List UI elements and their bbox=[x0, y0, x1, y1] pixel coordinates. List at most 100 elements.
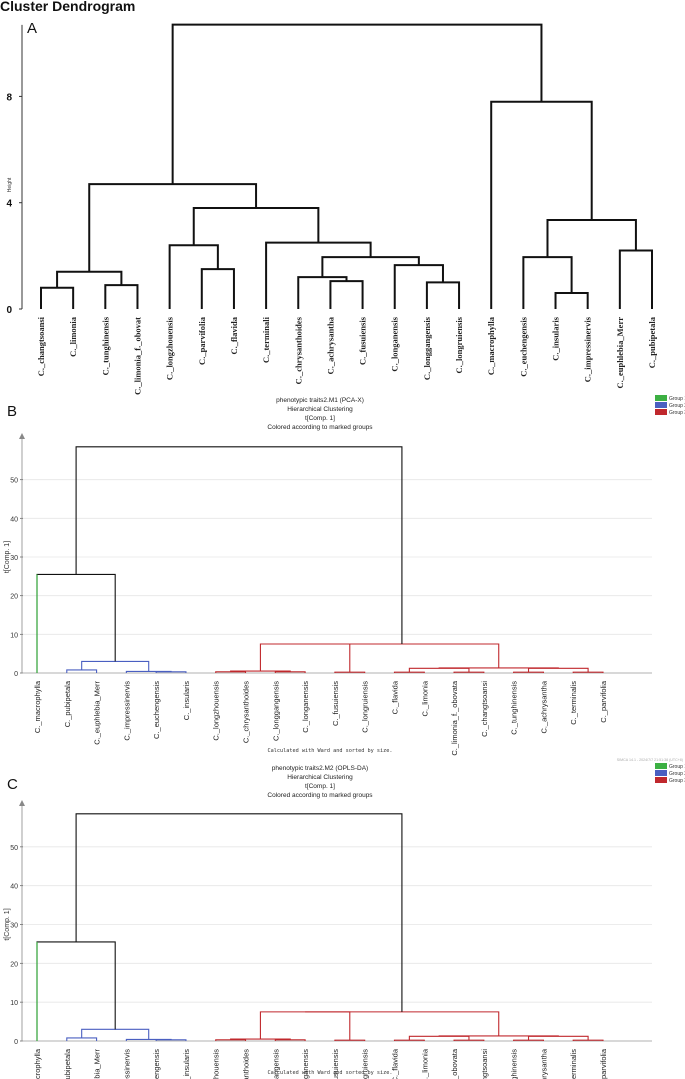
dendrogram-link bbox=[259, 643, 351, 673]
dendrogram-link bbox=[393, 671, 425, 673]
leaf-label: C._macrophylla bbox=[33, 1048, 42, 1079]
y-axis-arrow bbox=[19, 800, 25, 806]
y-tick-label: 30 bbox=[10, 923, 18, 930]
y-tick-label: 0 bbox=[14, 1039, 18, 1046]
y-axis-label: t[Comp. 1] bbox=[4, 541, 11, 573]
dendrogram-link bbox=[329, 280, 364, 309]
leaf-label: C._parvifolia bbox=[599, 680, 608, 723]
dendrogram-link bbox=[453, 671, 485, 673]
leaf-label: C._euchengensis bbox=[518, 316, 528, 376]
leaf-label: C._insularis bbox=[182, 681, 191, 720]
dendrogram-link bbox=[36, 941, 116, 1041]
legend-swatch bbox=[655, 409, 667, 415]
leaf-label: C._longzhouensis bbox=[165, 316, 175, 380]
leaf-label: C._achrysantha bbox=[539, 680, 548, 733]
leaf-label: C._changtsoansi bbox=[480, 681, 489, 737]
leaf-label: C._fusuiensis bbox=[358, 316, 368, 365]
leaf-label: C._euphlebia_Merr bbox=[615, 317, 625, 389]
chart-title: phenotypic traits2.M2 (OPLS-DA) bbox=[272, 765, 368, 772]
dendrogram-panel-B: C._macrophylla C._pubipetala C._euphlebia_… bbox=[33, 446, 608, 756]
leaf-label: C._longzhouensis bbox=[212, 681, 221, 741]
y-tick-label: 50 bbox=[10, 478, 18, 485]
leaf-label: C._pubipetala bbox=[63, 680, 72, 727]
legend-swatch bbox=[655, 770, 667, 776]
legend-swatch bbox=[655, 777, 667, 783]
dendrogram-link bbox=[546, 218, 637, 258]
y-tick-label: 0 bbox=[14, 671, 18, 678]
dendrogram-link bbox=[425, 281, 461, 309]
dendrogram-link bbox=[36, 573, 116, 673]
y-tick-label: 20 bbox=[10, 961, 18, 968]
leaf-label: C._longanensis bbox=[301, 681, 310, 733]
leaf-label: C._tunghinensis bbox=[510, 1049, 519, 1079]
dendrogram-link bbox=[75, 446, 403, 644]
dendrogram-link bbox=[192, 207, 320, 246]
leaf-label: C._longgangensis bbox=[271, 1049, 280, 1079]
dendrogram-link bbox=[527, 667, 589, 673]
y-tick-label: 20 bbox=[10, 594, 18, 601]
leaf-label: C._tunghinensis bbox=[510, 681, 519, 735]
leaf-label: C._pubipetala bbox=[63, 1048, 72, 1079]
simca-watermark: SIMCA 14.1 - 2024/7/7 21:51:38 (UTC+8) bbox=[617, 758, 683, 762]
dendrogram-link bbox=[259, 1011, 351, 1041]
leaf-label: C._longzhouensis bbox=[212, 1049, 221, 1079]
dendrogram-link bbox=[305, 643, 500, 668]
chart-footer: Calculated with Ward and sorted by size. bbox=[268, 748, 393, 754]
leaf-label: C._longanensis bbox=[301, 1049, 310, 1079]
leaf-label: C._insularis bbox=[551, 316, 561, 360]
dendrogram-link bbox=[66, 669, 98, 673]
legend-label: Group 3 bbox=[669, 778, 685, 784]
leaf-label: C._insularis bbox=[182, 1049, 191, 1079]
dendrogram-link bbox=[305, 1011, 500, 1036]
legend-label: Group 1 bbox=[669, 764, 685, 770]
legend-swatch bbox=[655, 402, 667, 408]
dendrogram-link bbox=[200, 268, 235, 309]
leaf-label: C._flavida bbox=[229, 316, 239, 354]
leaf-label: C._fusuiensis bbox=[331, 1049, 340, 1079]
y-tick-label: 50 bbox=[10, 845, 18, 852]
legend-label: Group 2 bbox=[669, 403, 685, 409]
leaf-label: C._changtsoansi bbox=[480, 1049, 489, 1079]
leaf-label: C._euphlebia_Merr bbox=[93, 681, 102, 745]
dendrogram-link bbox=[104, 284, 139, 309]
dendrogram-link bbox=[522, 256, 573, 309]
leaf-label: C._impressinervis bbox=[122, 1049, 131, 1079]
chart-footer: Calculated with Ward and sorted by size. bbox=[268, 1070, 393, 1076]
leaf-label: C._chrysanthoides bbox=[293, 316, 303, 384]
dendrogram-link bbox=[334, 671, 366, 673]
dendrogram-link bbox=[230, 1038, 291, 1040]
leaf-label: C._impressinervis bbox=[122, 681, 131, 741]
leaf-label: C._parvifolia bbox=[599, 1048, 608, 1079]
leaf-label: C._longgangensis bbox=[271, 681, 280, 741]
legend-swatch bbox=[655, 763, 667, 769]
dendrogram-link bbox=[168, 244, 219, 309]
y-axis-label: t[Comp. 1] bbox=[4, 908, 11, 940]
leaf-label: C._fusuiensis bbox=[331, 681, 340, 726]
chart-subtitle: Hierarchical Clustering bbox=[287, 406, 353, 413]
chart-subtitle: t[Comp. 1] bbox=[305, 783, 335, 790]
leaf-label: C._limonia_f._obovat bbox=[132, 317, 142, 395]
dendrogram-link bbox=[393, 264, 444, 309]
leaf-label: C._pubipetala bbox=[647, 316, 657, 368]
leaf-label: C._euchengensis bbox=[152, 681, 161, 739]
y-tick-label: 30 bbox=[10, 555, 18, 562]
dendrogram-link bbox=[408, 667, 470, 673]
leaf-label: C._terminalis bbox=[569, 681, 578, 725]
dendrogram-link bbox=[66, 1037, 98, 1041]
leaf-label: C._flavida bbox=[390, 1048, 399, 1079]
panel-label: C bbox=[7, 776, 18, 793]
dendrogram-link bbox=[265, 241, 372, 309]
dendrogram-link bbox=[230, 670, 291, 672]
leaf-label: C._longanensis bbox=[390, 316, 400, 371]
dendrogram-link bbox=[125, 1038, 172, 1041]
leaf-label: C._macrophylla bbox=[486, 316, 496, 375]
leaf-label: C._achrysantha bbox=[325, 316, 335, 374]
y-tick-label: 0 bbox=[6, 305, 12, 316]
leaf-label: C._longruiensis bbox=[454, 316, 464, 373]
chart-subtitle: Hierarchical Clustering bbox=[287, 774, 353, 781]
dendrogram-link bbox=[572, 671, 604, 673]
dendrogram-link bbox=[618, 249, 653, 309]
leaf-label: C._flavida bbox=[390, 680, 399, 714]
dendrogram-link bbox=[321, 256, 420, 278]
